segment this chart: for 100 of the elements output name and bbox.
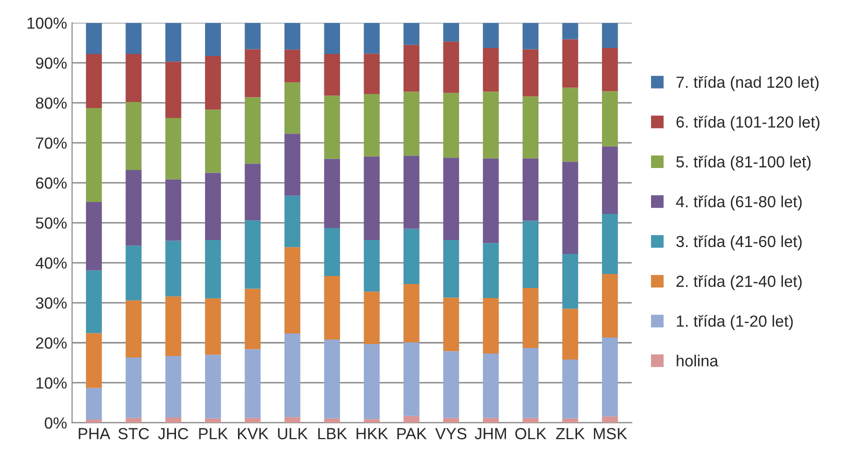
bar [284,82,300,134]
bar [284,247,300,334]
bar [404,228,420,284]
legend-label: 4. třída (61-80 let) [676,195,802,210]
x-tick-label: PLK [199,428,228,440]
bar [602,22,618,48]
bar [522,158,538,221]
bar [522,49,538,96]
bar [404,342,420,416]
bar [324,276,340,340]
legend-label: 1. třída (1-20 let) [676,314,793,330]
bar [443,92,460,158]
bar [602,416,618,423]
bar [284,50,300,82]
y-tick-label: 10% [36,377,67,389]
bar [364,156,380,240]
bar [522,348,538,418]
bar [364,344,380,420]
y-tick-label: 100% [28,17,67,29]
x-tick-label: OLK [515,428,546,440]
bar [324,54,340,96]
bar [126,300,142,358]
bar [602,146,618,214]
y-tick-label: 60% [36,177,67,189]
bar [443,42,460,93]
bar [562,254,578,309]
bar [205,172,221,240]
bar [86,202,102,270]
bar [443,351,460,418]
bar [562,88,578,162]
bar [244,97,261,164]
bar [205,298,221,355]
legend-label: 3. třída (41-60 let) [676,235,802,250]
bar [244,22,261,50]
bar [482,354,499,418]
bar [244,164,261,220]
bar [482,243,499,298]
bar [562,162,578,254]
bar [602,91,618,146]
bar [562,360,578,418]
bar [126,54,142,102]
bar [126,358,142,418]
x-tick-label: VYS [435,428,466,440]
bar [443,298,460,352]
bar [443,240,460,298]
x-tick-label: HKK [356,428,388,440]
bar [522,22,538,50]
bar [404,22,420,45]
bar [522,418,538,423]
bar [364,419,380,423]
bar [364,54,380,94]
bar [86,388,102,420]
bar [165,179,182,241]
x-tick-label: PAK [397,428,427,440]
bar [324,158,340,228]
y-tick-label: 0% [44,417,67,429]
x-tick-label: MSK [594,428,628,440]
bar [324,22,340,54]
bar [482,298,499,354]
bar [205,22,221,56]
legend-label: holina [676,354,718,366]
bar [244,418,261,423]
bar [284,334,300,418]
bar [364,240,380,292]
bar [86,333,102,388]
bar [165,240,182,296]
bar [364,22,380,54]
bar [522,220,538,288]
bar [602,214,618,274]
x-tick-label: JHC [158,428,188,440]
y-tick-label: 80% [36,97,67,109]
bar [602,48,618,92]
bar [244,349,261,418]
bar [126,170,142,246]
bar [205,354,221,418]
bar [482,22,499,48]
x-tick-label: ZLK [556,428,585,440]
bar [404,44,420,92]
bar [165,62,182,118]
bar [126,22,142,54]
bar [324,418,340,423]
bar [284,417,300,423]
y-tick-label: 50% [36,217,67,229]
bar [522,288,538,348]
bar [284,196,300,248]
bar [602,338,618,416]
legend-label: 6. třída (101-120 let) [676,116,820,131]
bar [522,96,538,158]
bar [86,54,102,108]
bar [205,240,221,298]
bar [86,420,102,423]
bar [165,118,182,180]
legend-label: 5. třída (81-100 let) [676,156,811,171]
bar [443,158,460,240]
bar [205,110,221,173]
x-tick-label: PHA [78,428,110,440]
bar [205,56,221,110]
bar [562,39,578,88]
legend-label: 2. třída (21-40 let) [676,275,802,290]
x-tick-label: LBK [318,428,347,440]
